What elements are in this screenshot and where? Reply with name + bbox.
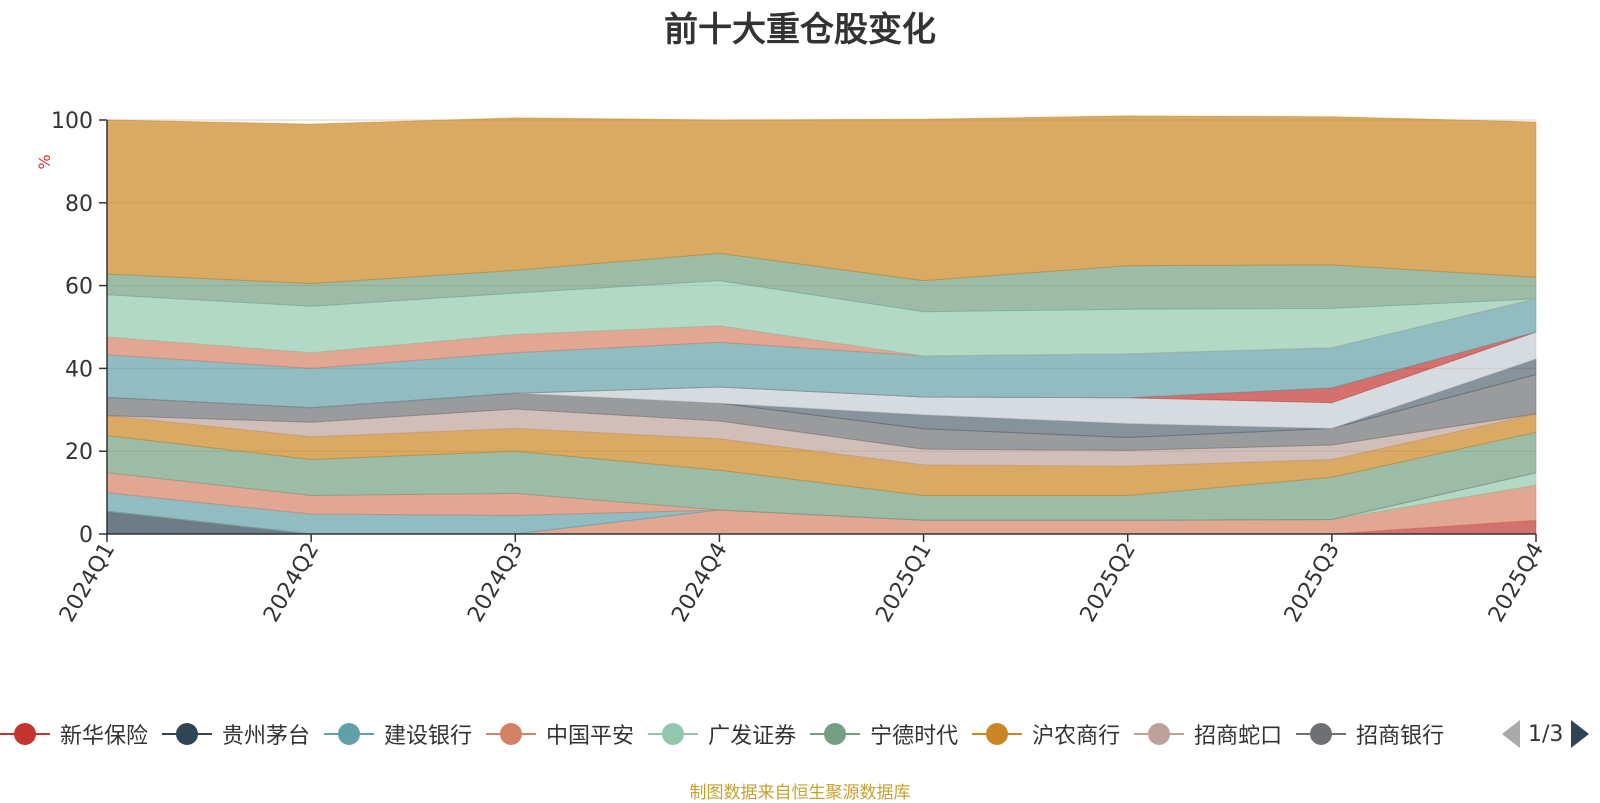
area-18	[106, 115, 1537, 285]
x-tick-label: 2025Q3	[1280, 539, 1345, 627]
x-tick-label: 2024Q2	[259, 539, 324, 627]
legend-marker-icon	[972, 722, 1023, 746]
legend-label: 新华保险	[60, 724, 149, 749]
y-tick-label: 0	[79, 523, 93, 548]
y-tick-label: 20	[65, 440, 93, 465]
legend-item[interactable]: 广发证券	[648, 714, 796, 754]
y-tick-label: 40	[65, 357, 93, 382]
legend-item[interactable]: 宁德时代	[810, 714, 958, 754]
legend-label: 招商蛇口	[1194, 724, 1283, 749]
x-tick-label: 2025Q1	[871, 539, 936, 627]
legend-item[interactable]: 建设银行	[324, 714, 472, 754]
source-note: 制图数据来自恒生聚源数据库	[689, 783, 911, 803]
y-tick-label: 80	[65, 192, 93, 217]
legend-label: 沪农商行	[1032, 724, 1121, 749]
legend-item[interactable]: 贵州茅台	[162, 714, 310, 754]
legend-marker-icon	[162, 722, 213, 746]
legend-marker-icon	[810, 722, 861, 746]
legend-label: 建设银行	[384, 724, 473, 749]
legend-pager: 1/3	[1498, 716, 1600, 752]
legend-next-page-icon[interactable]	[1571, 720, 1590, 748]
legend-item[interactable]: 新华保险	[0, 714, 148, 754]
legend-page-indicator: 1/3	[1528, 721, 1564, 747]
x-tick-label: 2025Q4	[1484, 539, 1549, 627]
legend-item[interactable]: 招商银行	[1296, 714, 1444, 754]
chart-title: 前十大重仓股变化	[664, 10, 936, 50]
legend-label: 中国平安	[546, 724, 635, 749]
legend-label: 广发证券	[708, 724, 797, 749]
legend: 新华保险 贵州茅台 建设银行 中国平安 广发证券 宁德时代 沪农商行 招商蛇口 招商银行	[0, 714, 1480, 754]
x-tick-label: 2024Q1	[55, 539, 120, 627]
y-axis-label: %	[35, 154, 54, 169]
legend-item[interactable]: 中国平安	[486, 714, 634, 754]
legend-label: 贵州茅台	[222, 724, 311, 749]
legend-marker-icon	[0, 722, 50, 746]
x-tick-label: 2025Q2	[1076, 539, 1141, 627]
legend-marker-icon	[1296, 722, 1347, 746]
legend-label: 招商银行	[1356, 724, 1445, 749]
x-tick-label: 2024Q3	[463, 539, 528, 627]
legend-marker-icon	[486, 722, 537, 746]
x-tick-label: 2024Q4	[667, 539, 732, 627]
legend-label: 宁德时代	[870, 724, 959, 749]
legend-prev-page-icon[interactable]	[1502, 720, 1520, 748]
legend-marker-icon	[324, 722, 375, 746]
y-tick-label: 100	[51, 109, 93, 134]
stacked-areas	[106, 115, 1537, 535]
legend-marker-icon	[1134, 722, 1185, 746]
legend-item[interactable]: 沪农商行	[972, 714, 1120, 754]
legend-item[interactable]: 招商蛇口	[1134, 714, 1282, 754]
y-tick-label: 60	[65, 275, 93, 300]
legend-marker-icon	[648, 722, 699, 746]
